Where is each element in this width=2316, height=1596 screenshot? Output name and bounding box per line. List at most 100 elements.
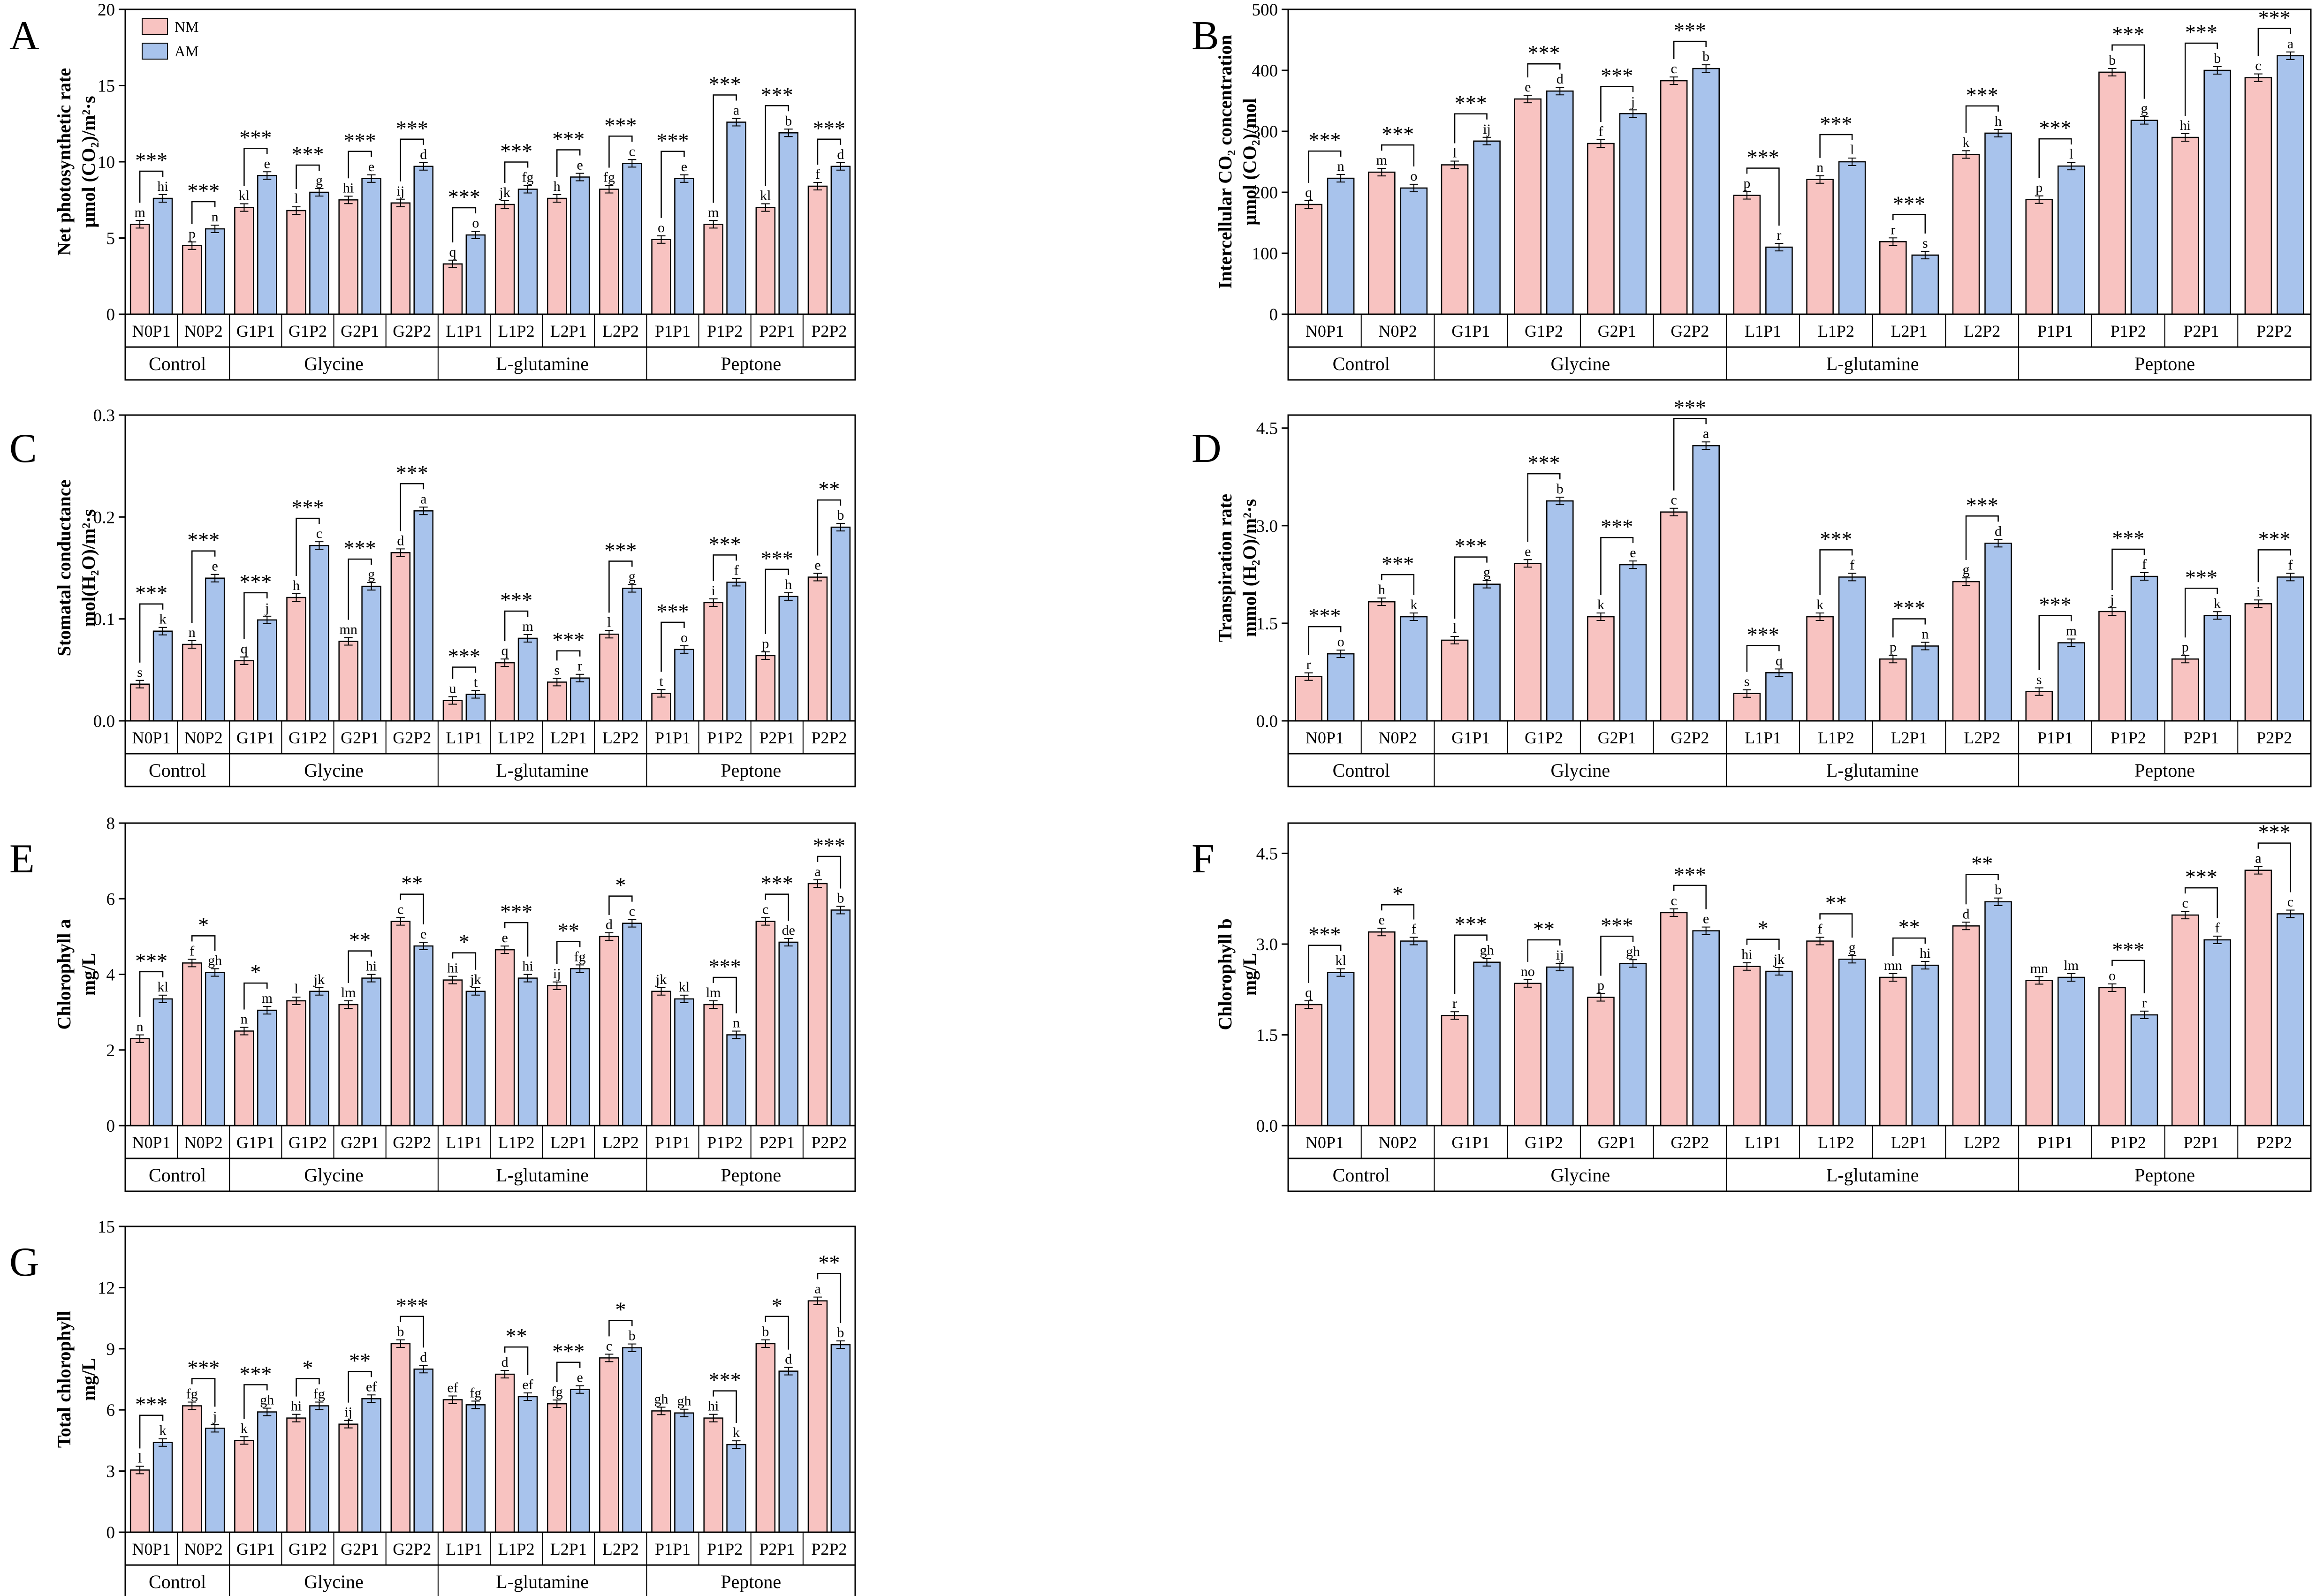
letter-label-nm: ef [447,1380,458,1395]
letter-label-nm: e [501,930,508,945]
bar-am [726,582,746,722]
significance-label: *** [552,127,585,151]
significance-label: *** [239,570,272,594]
significance-label: ** [349,928,371,952]
bar-nm [338,199,358,315]
letter-label-nm: l [607,614,611,630]
bar-am [1546,966,1574,1127]
panel-letter: F [1192,836,1215,882]
bar-am [413,945,433,1127]
category-label: P2P1 [2183,1133,2219,1152]
letter-label-am: o [1410,168,1417,184]
significance-label: *** [709,72,741,96]
bar-am [1838,959,1866,1127]
category-label: N0P2 [1379,322,1417,340]
significance-label: *** [344,129,376,152]
significance-label: *** [709,954,741,978]
bar-nm [807,883,828,1127]
bar-nm [182,1405,202,1533]
bar-am [622,1347,642,1533]
letter-label-am: fg [470,1385,481,1400]
letter-label-nm: l [294,981,298,997]
letter-label-nm: mn [340,621,357,637]
bar-am [517,637,538,722]
letter-label-nm: hi [447,961,458,976]
category-label: P1P2 [707,322,743,340]
letter-label-am: n [212,209,219,225]
y-tick-label: 1.5 [1256,614,1278,634]
bar-am [2277,913,2304,1127]
letter-label-am: b [837,507,844,523]
letter-label-am: f [1412,922,1416,937]
category-label: G1P1 [1451,322,1490,340]
significance-bracket [1965,105,1999,133]
bar-am [1327,972,1355,1127]
bar-am [726,121,746,315]
bar-am [465,694,486,722]
bar-nm [1879,976,1907,1127]
y-tick-label: 0 [106,1523,115,1543]
letter-label-am: kl [679,979,690,995]
legend-label-nm: NM [175,18,199,35]
letter-label-am: b [837,1325,844,1340]
significance-bracket [1454,556,1488,619]
significance-label: *** [292,142,324,166]
letter-label-nm: hi [1741,947,1752,962]
letter-label-am: a [733,103,739,118]
letter-label-am: o [472,215,479,231]
letter-label-am: c [316,526,322,541]
significance-label: *** [2112,526,2144,550]
y-axis-label: Net photosynthetic rate μmol (CO₂)/m²·s [53,68,99,256]
letter-label-nm: ij [396,183,404,199]
category-label: G1P2 [1525,1133,1563,1152]
y-tick-label: 5 [106,229,115,249]
significance-bracket [817,499,842,556]
category-label: G1P2 [1525,728,1563,747]
bar-am [205,577,225,722]
category-label: G2P1 [341,1133,379,1152]
bar-am [205,228,225,315]
group-label: Glycine [304,1571,364,1592]
category-label: N0P1 [132,1133,171,1152]
bar-am [309,1405,329,1533]
significance-label: *** [135,1392,167,1416]
letter-label-am: t [474,674,478,690]
significance-bracket [661,621,685,672]
category-label: N0P1 [132,728,171,747]
bar-am [830,526,851,722]
y-tick-label: 200 [1252,183,1278,203]
y-tick-label: 10 [98,153,115,172]
significance-bracket [765,1316,789,1350]
category-label: L2P2 [602,1540,639,1558]
bar-am [2057,165,2085,315]
y-tick-label: 15 [98,1218,115,1237]
bar-am [1692,930,1720,1127]
group-label: Peptone [2134,353,2195,374]
significance-label: *** [396,116,428,140]
letter-label-am: e [264,156,270,171]
significance-bracket [556,941,581,964]
y-axis-label-line1: Chlorophyll a [53,919,75,1030]
letter-label-am: k [733,1425,740,1440]
bar-nm [2244,77,2272,315]
bar-nm [547,681,567,722]
letter-label-nm: hi [708,1399,719,1414]
category-label: G1P1 [1451,728,1490,747]
significance-label: *** [1747,622,1779,646]
letter-label-nm: c [606,1338,612,1354]
significance-bracket [1454,113,1488,144]
letter-label-am: b [2214,51,2221,66]
significance-bracket [2038,615,2072,670]
letter-label-am: b [1557,481,1564,497]
bar-nm [2025,980,2053,1127]
letter-label-am: b [837,890,844,906]
letter-label-nm: f [815,166,820,182]
significance-bracket [713,976,737,1014]
bar-nm [1733,195,1761,315]
significance-label: *** [500,900,532,923]
significance-label: *** [709,532,741,556]
bar-am [257,1411,277,1533]
letter-label-am: gh [208,953,222,968]
significance-label: *** [500,588,532,612]
letter-label-am: b [1702,49,1709,64]
